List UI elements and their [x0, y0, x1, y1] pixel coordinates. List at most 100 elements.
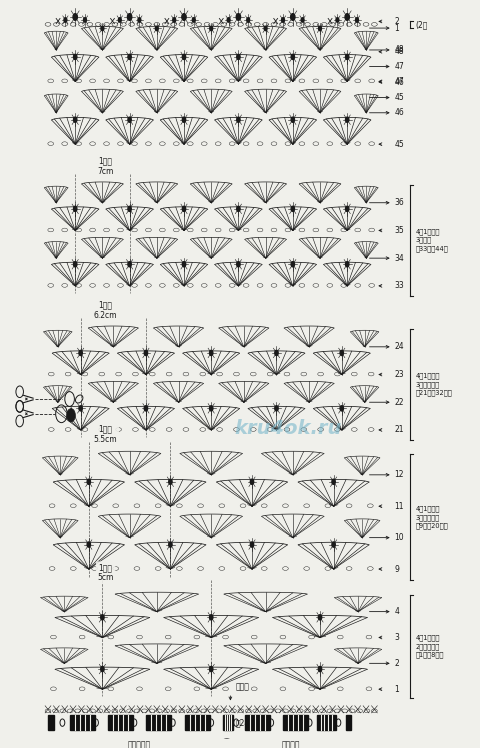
Circle shape	[346, 206, 349, 212]
Text: （240目）: （240目）	[235, 718, 264, 727]
Text: 左わき: 左わき	[235, 682, 249, 691]
Circle shape	[67, 408, 75, 422]
Circle shape	[156, 26, 158, 31]
Text: 10: 10	[395, 533, 404, 542]
Circle shape	[340, 350, 344, 355]
Circle shape	[182, 13, 186, 20]
Circle shape	[128, 206, 132, 212]
Circle shape	[128, 117, 132, 123]
Bar	[283, 715, 308, 730]
Text: 35: 35	[395, 226, 404, 235]
Circle shape	[209, 405, 213, 411]
Text: 4段1横樣を
2回くり返す
（1段～8段）: 4段1横樣を 2回くり返す （1段～8段）	[415, 634, 444, 658]
Circle shape	[237, 117, 240, 123]
Circle shape	[128, 55, 132, 60]
Text: 3: 3	[395, 633, 399, 642]
Circle shape	[182, 206, 186, 212]
Circle shape	[119, 18, 121, 22]
Text: 1横樣
6.2cm: 1横樣 6.2cm	[94, 301, 117, 320]
Text: 9: 9	[395, 565, 399, 574]
Text: 2: 2	[395, 17, 399, 26]
Text: 21: 21	[395, 426, 404, 435]
Circle shape	[227, 18, 230, 22]
Text: 12: 12	[395, 470, 404, 479]
Bar	[185, 715, 210, 730]
Circle shape	[291, 206, 295, 212]
Circle shape	[73, 55, 77, 60]
Circle shape	[237, 206, 240, 212]
Text: 36: 36	[395, 198, 404, 207]
Circle shape	[182, 55, 186, 60]
Text: 2: 2	[395, 659, 399, 668]
Circle shape	[356, 18, 359, 22]
Circle shape	[236, 13, 240, 20]
Bar	[108, 715, 133, 730]
Text: 4段1横樣を
3回くり
（33段～44）: 4段1横樣を 3回くり （33段～44）	[415, 228, 448, 252]
Text: 4段1横樣を
3回くり返す
（9段～20段）: 4段1横樣を 3回くり返す （9段～20段）	[415, 506, 448, 529]
Circle shape	[237, 262, 240, 267]
Circle shape	[346, 117, 349, 123]
Circle shape	[319, 26, 322, 31]
Circle shape	[346, 55, 349, 60]
Circle shape	[73, 262, 77, 267]
Circle shape	[73, 117, 77, 123]
Text: 46: 46	[395, 78, 404, 87]
Text: 4: 4	[395, 607, 399, 616]
Circle shape	[182, 117, 186, 123]
Circle shape	[101, 26, 104, 31]
Bar	[245, 715, 270, 730]
Circle shape	[275, 405, 278, 411]
Bar	[146, 715, 171, 730]
Text: 47: 47	[395, 62, 404, 71]
Circle shape	[346, 262, 349, 267]
Text: 後ろ身ごろ: 後ろ身ごろ	[128, 741, 151, 748]
Text: 1横樣
5cm: 1横樣 5cm	[97, 563, 114, 583]
Circle shape	[291, 117, 295, 123]
Circle shape	[301, 18, 304, 22]
Text: 1: 1	[395, 24, 399, 33]
Circle shape	[209, 666, 213, 672]
Text: 前身ごろ: 前身ごろ	[281, 741, 300, 748]
Circle shape	[144, 405, 148, 411]
Circle shape	[291, 55, 295, 60]
Circle shape	[169, 542, 172, 548]
Bar	[70, 715, 95, 730]
Bar	[317, 715, 336, 730]
Circle shape	[79, 405, 83, 411]
Circle shape	[275, 350, 278, 355]
Circle shape	[209, 350, 213, 355]
Circle shape	[291, 262, 295, 267]
Circle shape	[318, 666, 322, 672]
Circle shape	[209, 615, 213, 620]
Circle shape	[87, 542, 90, 548]
Text: 24: 24	[395, 343, 404, 352]
Circle shape	[128, 13, 132, 20]
Circle shape	[318, 615, 322, 620]
Circle shape	[237, 55, 240, 60]
Circle shape	[173, 18, 176, 22]
Circle shape	[247, 18, 250, 22]
Circle shape	[192, 18, 195, 22]
Text: 11: 11	[395, 502, 404, 511]
Text: 4段1横樣を
3回くり返す
（21段～32段）: 4段1横樣を 3回くり返す （21段～32段）	[415, 373, 452, 396]
Circle shape	[210, 26, 213, 31]
Circle shape	[101, 666, 104, 672]
Circle shape	[282, 18, 285, 22]
Text: 46: 46	[395, 108, 404, 117]
Bar	[223, 715, 233, 730]
Circle shape	[144, 350, 148, 355]
Bar	[48, 715, 54, 730]
Circle shape	[182, 262, 186, 267]
Text: kru4ok.ru: kru4ok.ru	[234, 419, 342, 438]
Text: 1横樣
7cm: 1横樣 7cm	[97, 156, 114, 176]
Circle shape	[101, 615, 104, 620]
Text: 22: 22	[395, 398, 404, 407]
Circle shape	[332, 542, 335, 548]
Circle shape	[251, 542, 253, 548]
Circle shape	[87, 479, 90, 485]
Text: 23: 23	[395, 370, 404, 379]
Text: 48: 48	[395, 47, 404, 56]
Circle shape	[73, 13, 77, 20]
Text: 48: 48	[395, 46, 404, 55]
Text: 1: 1	[395, 684, 399, 693]
